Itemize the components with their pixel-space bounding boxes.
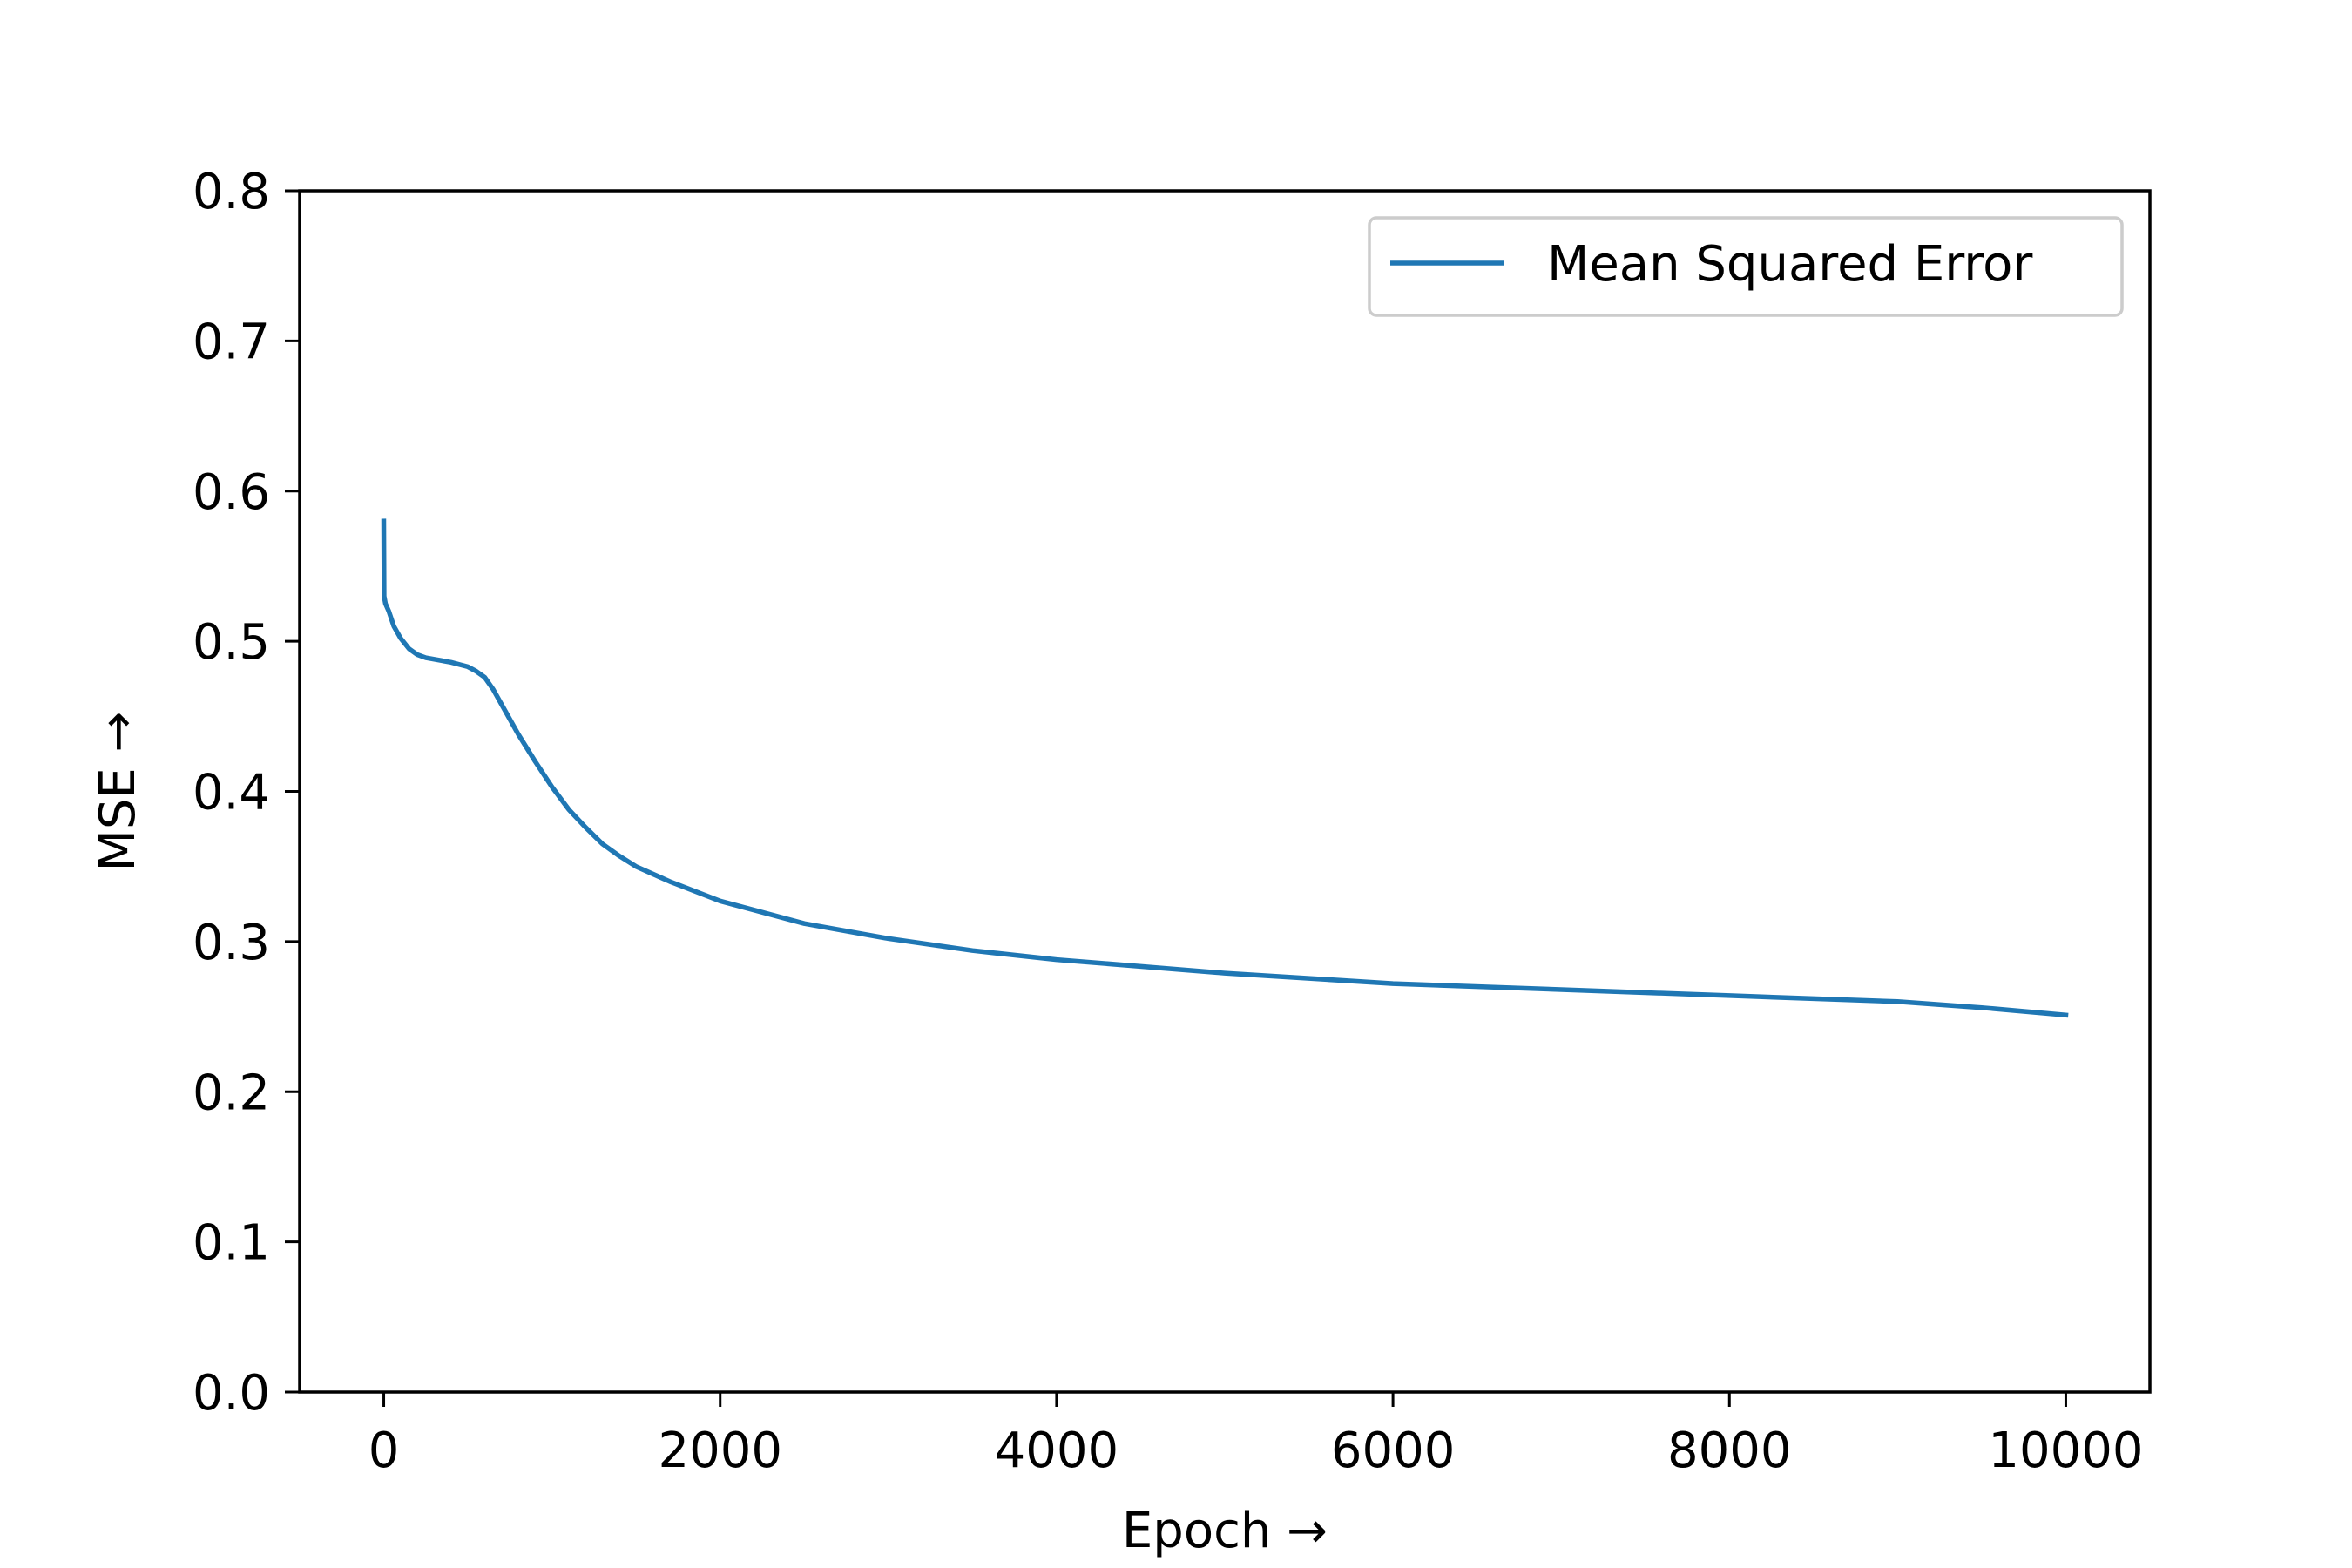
- series-line-mean-squared-error: [381, 518, 2069, 1018]
- y-tick-label: 0.1: [193, 1215, 270, 1272]
- legend-entry-label: Mean Squared Error: [1547, 236, 2033, 293]
- y-tick-label: 0.8: [193, 164, 270, 220]
- y-tick-label: 0.5: [193, 614, 270, 671]
- plot-area: [381, 518, 2069, 1018]
- x-tick-label: 10000: [1988, 1423, 2143, 1479]
- y-axis-label: MSE →: [90, 712, 146, 872]
- x-tick-label: 8000: [1667, 1423, 1792, 1479]
- x-axis-label: Epoch →: [1122, 1503, 1328, 1559]
- y-tick-label: 0.2: [193, 1064, 270, 1121]
- x-tick-label: 6000: [1331, 1423, 1456, 1479]
- x-tick-label: 4000: [995, 1423, 1119, 1479]
- legend: Mean Squared Error: [1368, 216, 2124, 317]
- axis-ticks: 0 2000 4000 6000 8000 10000 0.0 0.1 0.2 0.3 0.4 0.5…: [193, 164, 2144, 1479]
- axes-frame: [298, 189, 2152, 1394]
- x-tick-label: 2000: [658, 1423, 782, 1479]
- legend-box: [1368, 216, 2124, 317]
- y-tick-label: 0.3: [193, 915, 270, 971]
- y-tick-label: 0.6: [193, 464, 270, 521]
- y-tick-label: 0.7: [193, 314, 270, 370]
- y-tick-label: 0.4: [193, 765, 270, 821]
- y-tick-label: 0.0: [193, 1365, 270, 1422]
- x-tick-label: 0: [368, 1423, 400, 1479]
